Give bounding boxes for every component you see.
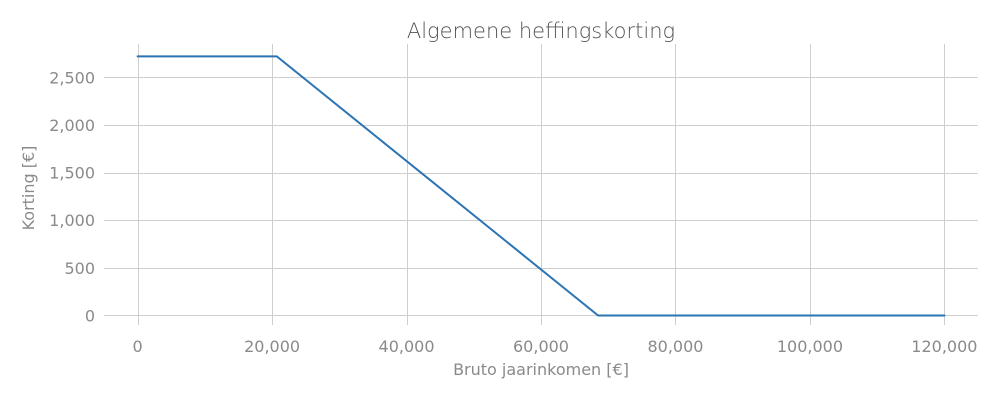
- x-axis-label: Bruto jaarinkomen [€]: [453, 360, 629, 379]
- series-group: [136, 55, 946, 317]
- chart-title: Algemene heffingskorting: [407, 19, 675, 43]
- y-tick-label: 1,000: [49, 211, 95, 230]
- y-axis-label: Korting [€]: [19, 146, 38, 231]
- x-tick-label: 40,000: [379, 337, 435, 356]
- x-tick-label: 120,000: [911, 337, 977, 356]
- tick-labels: 0 20,000 40,000 60,000 80,000 100,000 120,000 0…: [49, 68, 977, 356]
- x-tick-label: 0: [133, 337, 143, 356]
- x-tick-label: 20,000: [244, 337, 300, 356]
- grid: [104, 44, 978, 325]
- y-tick-label: 1,500: [49, 164, 95, 183]
- series-line-0: [136, 55, 946, 317]
- y-tick-label: 2,000: [49, 116, 95, 135]
- y-tick-label: 500: [64, 259, 95, 278]
- y-tick-label: 2,500: [49, 68, 95, 87]
- x-tick-label: 80,000: [647, 337, 703, 356]
- y-tick-label: 0: [85, 306, 95, 325]
- x-tick-label: 60,000: [513, 337, 569, 356]
- x-tick-label: 100,000: [777, 337, 843, 356]
